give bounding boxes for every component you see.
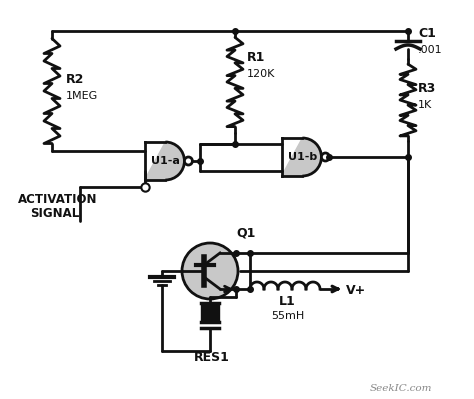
Text: RES1: RES1 [194, 351, 230, 364]
Text: L1: L1 [279, 295, 296, 308]
Circle shape [182, 243, 238, 299]
Bar [201, 303, 219, 322]
Text: R3: R3 [418, 82, 436, 95]
Circle shape [184, 157, 192, 165]
Text: U1-a: U1-a [151, 156, 180, 166]
Text: SIGNAL: SIGNAL [30, 207, 79, 220]
Text: .001: .001 [418, 45, 443, 55]
Text: U1-b: U1-b [288, 152, 317, 162]
Text: 1MEG: 1MEG [66, 91, 98, 101]
Text: V+: V+ [346, 284, 366, 297]
Circle shape [321, 153, 329, 161]
Text: Q1: Q1 [236, 227, 255, 240]
Text: SeekIC.com: SeekIC.com [370, 384, 432, 393]
Text: R2: R2 [66, 73, 84, 86]
Polygon shape [282, 138, 321, 176]
Polygon shape [145, 142, 184, 180]
Text: 120K: 120K [247, 69, 275, 79]
Text: C1: C1 [418, 27, 436, 40]
Text: ACTIVATION: ACTIVATION [18, 193, 98, 206]
Text: R1: R1 [247, 51, 265, 64]
Text: 1K: 1K [418, 100, 432, 110]
Text: 55mH: 55mH [271, 311, 304, 321]
